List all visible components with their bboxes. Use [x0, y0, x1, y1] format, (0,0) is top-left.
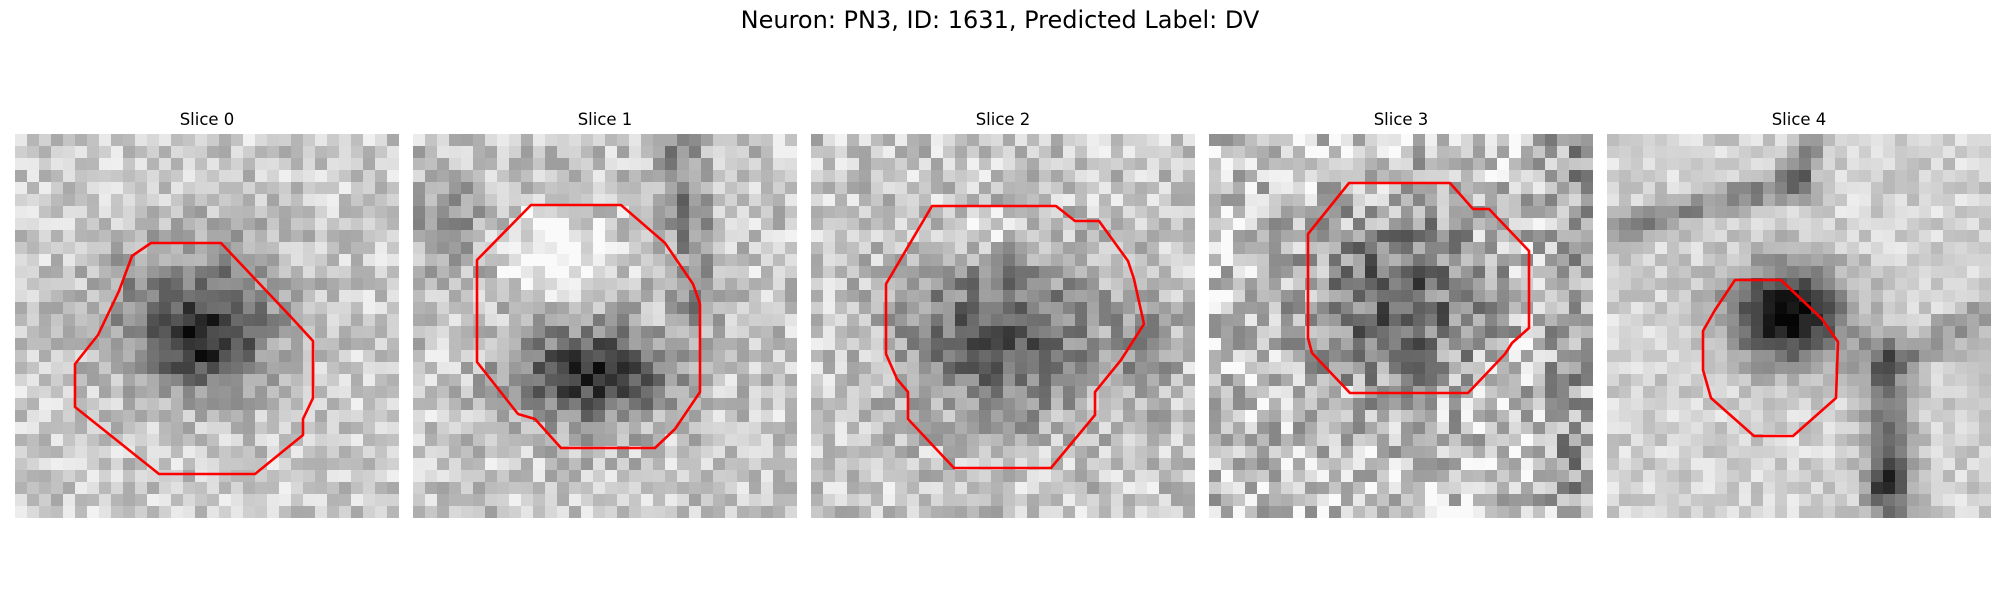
slice-image	[1209, 134, 1593, 518]
roi-contour	[1701, 278, 1840, 438]
slice-panel-3: Slice 3	[1209, 108, 1593, 518]
slice-title: Slice 0	[179, 110, 235, 129]
slice-image	[1607, 134, 1991, 518]
slice-image	[811, 134, 1195, 518]
slice-panel-2: Slice 2	[811, 108, 1195, 518]
roi-contour	[475, 203, 702, 450]
slice-title: Slice 3	[1373, 110, 1429, 129]
slice-title: Slice 1	[577, 110, 633, 129]
slice-image	[413, 134, 797, 518]
slice-panel-0: Slice 0	[15, 108, 399, 518]
roi-contour	[73, 241, 315, 476]
figure-title: Neuron: PN3, ID: 1631, Predicted Label: …	[740, 6, 1260, 34]
roi-contour	[884, 204, 1146, 470]
roi-contour	[1306, 181, 1531, 395]
slice-image	[15, 134, 399, 518]
slice-panel-4: Slice 4	[1607, 108, 1991, 518]
slice-title: Slice 4	[1771, 110, 1827, 129]
slice-panel-1: Slice 1	[413, 108, 797, 518]
slice-title: Slice 2	[975, 110, 1031, 129]
